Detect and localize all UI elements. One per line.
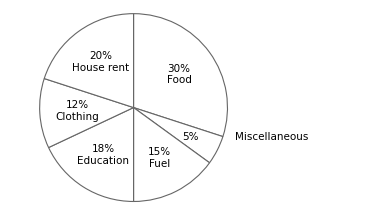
Text: 18%
Education: 18% Education (78, 144, 129, 166)
Wedge shape (134, 108, 210, 201)
Wedge shape (49, 108, 134, 201)
Wedge shape (40, 79, 134, 148)
Text: 5%: 5% (182, 132, 199, 142)
Wedge shape (134, 108, 223, 163)
Text: 15%
Fuel: 15% Fuel (148, 147, 171, 168)
Wedge shape (44, 14, 134, 108)
Text: 20%
House rent: 20% House rent (72, 51, 129, 73)
Wedge shape (134, 14, 227, 137)
Text: 30%
Food: 30% Food (167, 64, 191, 85)
Text: 12%
Clothing: 12% Clothing (55, 100, 99, 122)
Text: Miscellaneous: Miscellaneous (235, 132, 308, 142)
